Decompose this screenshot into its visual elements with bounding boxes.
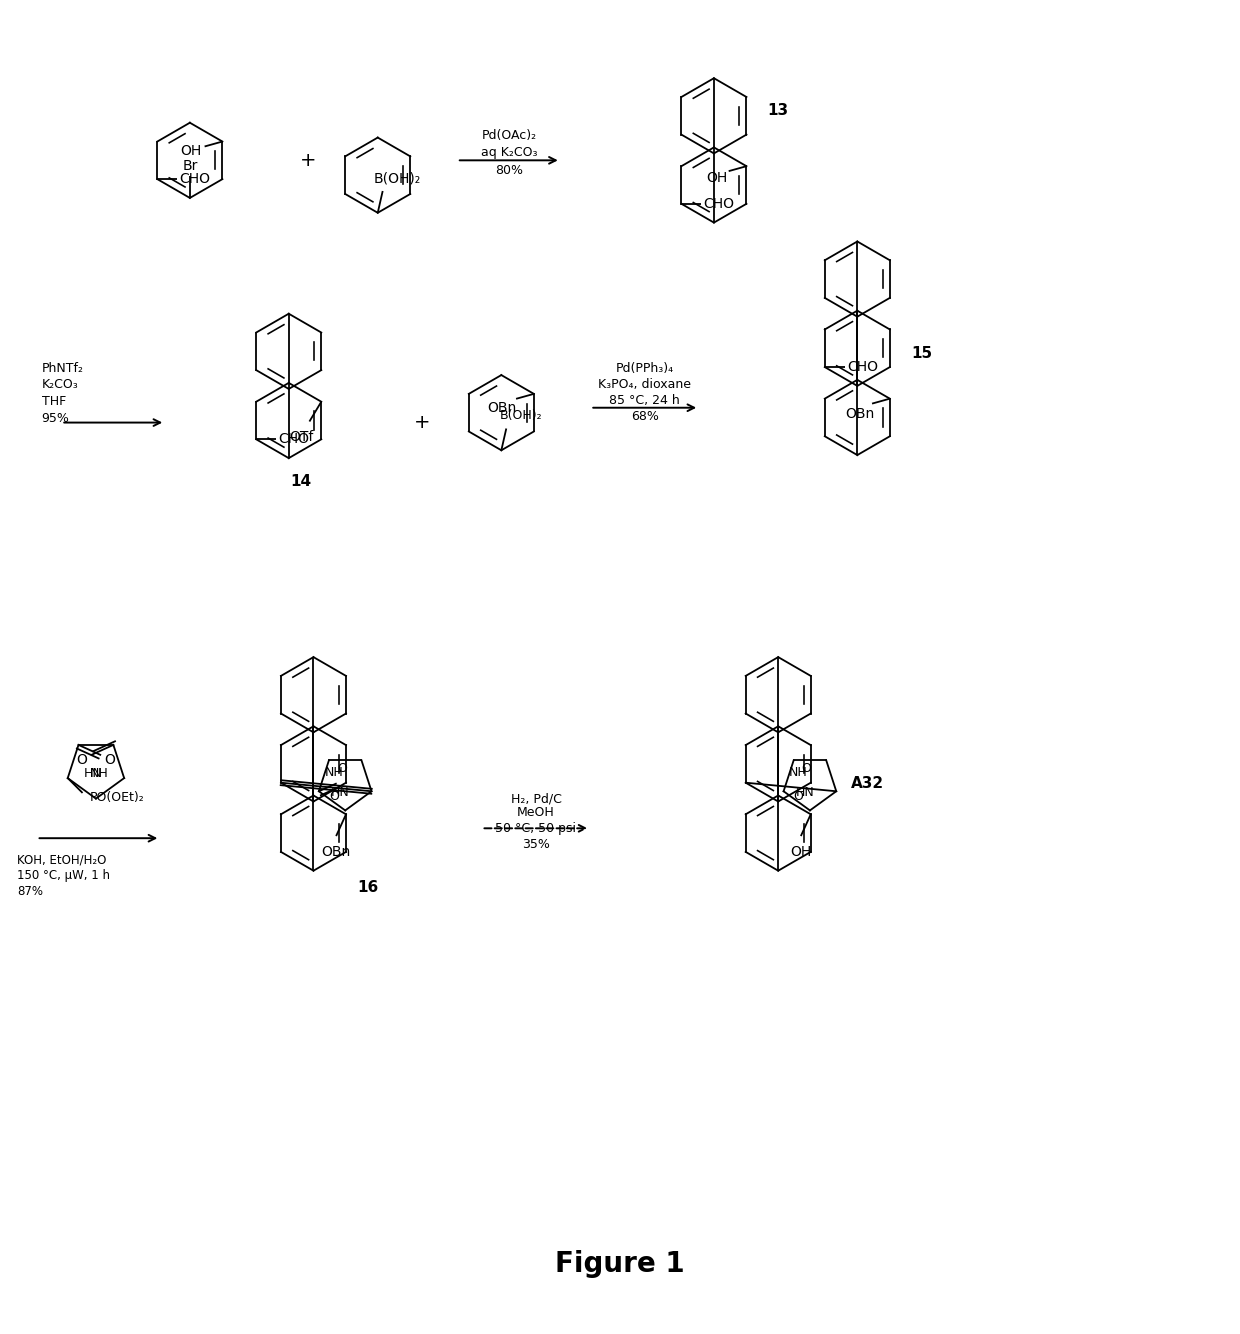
Text: NH: NH xyxy=(325,766,343,779)
Text: THF: THF xyxy=(42,395,66,408)
Text: O: O xyxy=(801,762,811,775)
Text: OBn: OBn xyxy=(487,400,517,415)
Text: 150 °C, μW, 1 h: 150 °C, μW, 1 h xyxy=(17,870,110,882)
Text: Br: Br xyxy=(182,159,197,173)
Text: Pd(PPh₃)₄: Pd(PPh₃)₄ xyxy=(615,362,673,375)
Text: Pd(OAc)₂: Pd(OAc)₂ xyxy=(481,129,537,143)
Text: CHO: CHO xyxy=(847,360,878,374)
Text: B(OH)₂: B(OH)₂ xyxy=(374,171,422,185)
Text: O: O xyxy=(104,752,115,767)
Text: CHO: CHO xyxy=(703,197,734,211)
Text: A32: A32 xyxy=(851,776,884,791)
Text: K₃PO₄, dioxane: K₃PO₄, dioxane xyxy=(598,379,691,391)
Text: CHO: CHO xyxy=(278,432,309,447)
Text: B(OH)₂: B(OH)₂ xyxy=(500,410,542,422)
Text: 87%: 87% xyxy=(17,886,43,898)
Text: OH: OH xyxy=(707,171,728,185)
Text: H₂, Pd/C: H₂, Pd/C xyxy=(511,792,562,806)
Text: OBn: OBn xyxy=(321,844,351,859)
Text: aq K₂CO₃: aq K₂CO₃ xyxy=(481,145,537,159)
Text: CHO: CHO xyxy=(180,172,211,187)
Text: 13: 13 xyxy=(768,103,789,119)
Text: +: + xyxy=(414,414,430,432)
Text: HN: HN xyxy=(331,786,350,799)
Text: 80%: 80% xyxy=(495,164,523,176)
Text: O: O xyxy=(77,752,87,767)
Text: PhNTf₂: PhNTf₂ xyxy=(42,362,83,375)
Text: KOH, EtOH/H₂O: KOH, EtOH/H₂O xyxy=(17,854,107,867)
Text: 16: 16 xyxy=(357,880,378,895)
Text: O: O xyxy=(337,762,347,775)
Text: 68%: 68% xyxy=(631,410,658,423)
Text: K₂CO₃: K₂CO₃ xyxy=(42,379,78,391)
Text: MeOH: MeOH xyxy=(517,806,554,819)
Text: OTf: OTf xyxy=(289,431,314,444)
Text: PO(OEt)₂: PO(OEt)₂ xyxy=(89,791,144,804)
Text: OH: OH xyxy=(790,844,811,859)
Text: O: O xyxy=(794,790,804,803)
Text: 95%: 95% xyxy=(42,412,69,426)
Text: 50 °C, 50 psi: 50 °C, 50 psi xyxy=(496,822,577,835)
Text: O: O xyxy=(329,790,339,803)
Text: OBn: OBn xyxy=(846,407,874,420)
Text: HN: HN xyxy=(83,767,103,779)
Text: NH: NH xyxy=(89,767,108,779)
Text: +: + xyxy=(300,151,316,169)
Text: HN: HN xyxy=(796,786,815,799)
Text: 15: 15 xyxy=(911,346,932,360)
Text: OH: OH xyxy=(180,144,201,159)
Text: 85 °C, 24 h: 85 °C, 24 h xyxy=(609,395,680,407)
Text: Figure 1: Figure 1 xyxy=(556,1250,684,1278)
Text: 35%: 35% xyxy=(522,838,549,851)
Text: NH: NH xyxy=(789,766,808,779)
Text: 14: 14 xyxy=(290,475,311,490)
